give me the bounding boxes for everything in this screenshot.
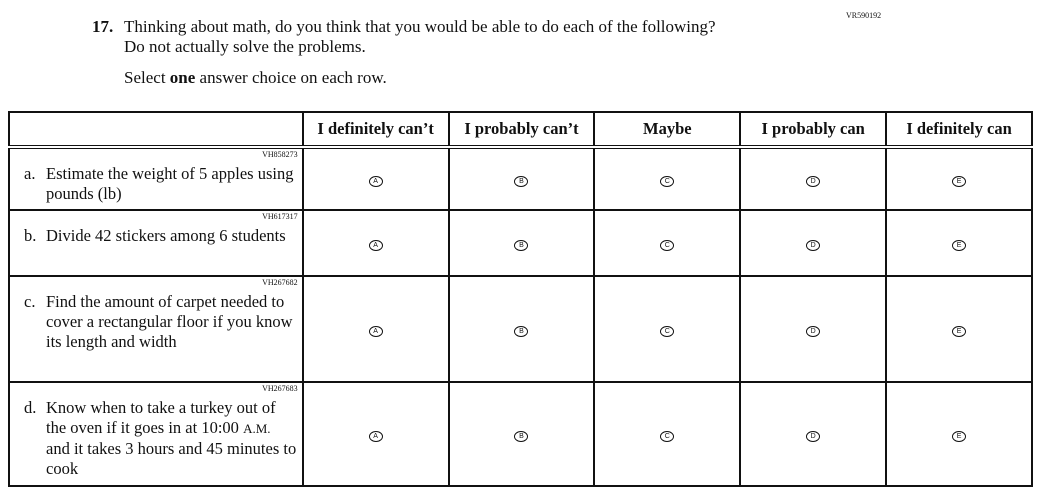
answer-bubble-c[interactable]: C [660, 326, 675, 337]
table-row: VH617317 b. Divide 42 stickers among 6 stu… [8, 209, 1033, 277]
answer-bubble-c[interactable]: C [660, 240, 675, 251]
option-cell: D [739, 381, 888, 487]
column-header: Maybe [593, 111, 742, 149]
instruction-post: answer choice on each row. [195, 68, 387, 87]
answer-bubble-b[interactable]: B [514, 176, 529, 187]
table-row: VH267682 c. Find the amount of carpet need… [8, 275, 1033, 383]
question-number: 17. [92, 17, 114, 36]
answer-bubble-e[interactable]: E [952, 431, 967, 442]
column-header: I definitely can’t [301, 111, 450, 149]
answer-bubble-a[interactable]: A [368, 431, 383, 442]
answer-bubble-c[interactable]: C [660, 431, 675, 442]
option-cell: A [301, 381, 450, 487]
item-cell: VH617317 b. Divide 42 stickers among 6 stu… [8, 209, 304, 277]
question-line-2: Do not actually solve the problems. [124, 37, 366, 56]
option-cell: B [447, 146, 596, 211]
option-cell: D [739, 146, 888, 211]
option-cell: A [301, 275, 450, 383]
question-code: VR590192 [846, 11, 882, 20]
answer-bubble-e[interactable]: E [952, 326, 967, 337]
item-code: VH267683 [262, 384, 298, 393]
item-letter: a. [24, 164, 36, 183]
instruction-bold: one [169, 68, 196, 87]
option-cell: E [885, 146, 1033, 211]
answer-bubble-d[interactable]: D [806, 240, 821, 251]
table-row: VH858273 a. Estimate the weight of 5 apple… [8, 146, 1033, 211]
answer-grid: I definitely can’t I probably can’t Mayb… [8, 111, 1033, 487]
column-header: I probably can’t [447, 111, 596, 149]
item-code: VH267682 [262, 278, 298, 287]
item-cell: VH267682 c. Find the amount of carpet need… [8, 275, 304, 383]
instruction: Select one answer choice on each row. [124, 68, 387, 88]
table-row: VH267683 d. Know when to take a turkey out… [8, 381, 1033, 487]
answer-bubble-e[interactable]: E [952, 176, 967, 187]
column-header: I probably can [739, 111, 888, 149]
header-row: I definitely can’t I probably can’t Mayb… [8, 111, 1033, 149]
answer-bubble-c[interactable]: C [660, 176, 675, 187]
item-text: Estimate the weight of 5 apples using po… [46, 164, 294, 203]
item-code: VH617317 [262, 212, 298, 221]
item-cell: VH858273 a. Estimate the weight of 5 apple… [8, 146, 304, 211]
header-blank [8, 111, 304, 149]
instruction-pre: Select [124, 68, 170, 87]
option-cell: E [885, 209, 1033, 277]
option-cell: A [301, 209, 450, 277]
option-cell: E [885, 381, 1033, 487]
option-cell: D [739, 209, 888, 277]
answer-bubble-a[interactable]: A [368, 176, 383, 187]
option-cell: A [301, 146, 450, 211]
answer-bubble-a[interactable]: A [368, 240, 383, 251]
option-cell: C [593, 209, 742, 277]
answer-bubble-d[interactable]: D [806, 431, 821, 442]
question-text: Thinking about math, do you think that y… [124, 17, 716, 57]
option-cell: C [593, 275, 742, 383]
item-text: Divide 42 stickers among 6 students [46, 226, 286, 245]
question-line-1: Thinking about math, do you think that y… [124, 17, 716, 36]
answer-bubble-d[interactable]: D [806, 176, 821, 187]
answer-bubble-e[interactable]: E [952, 240, 967, 251]
answer-bubble-b[interactable]: B [514, 240, 529, 251]
item-cell: VH267683 d. Know when to take a turkey out… [8, 381, 304, 487]
option-cell: B [447, 209, 596, 277]
column-header: I definitely can [885, 111, 1033, 149]
option-cell: C [593, 146, 742, 211]
option-cell: E [885, 275, 1033, 383]
item-letter: d. [24, 398, 37, 417]
item-code: VH858273 [262, 150, 298, 159]
answer-bubble-d[interactable]: D [806, 326, 821, 337]
item-text: Find the amount of carpet needed to cove… [46, 292, 293, 351]
option-cell: D [739, 275, 888, 383]
answer-bubble-b[interactable]: B [514, 326, 529, 337]
answer-bubble-a[interactable]: A [368, 326, 383, 337]
item-letter: c. [24, 292, 36, 311]
option-cell: C [593, 381, 742, 487]
answer-bubble-b[interactable]: B [514, 431, 529, 442]
option-cell: B [447, 381, 596, 487]
item-text: Know when to take a turkey out of the ov… [46, 398, 297, 478]
option-cell: B [447, 275, 596, 383]
item-letter: b. [24, 226, 37, 245]
